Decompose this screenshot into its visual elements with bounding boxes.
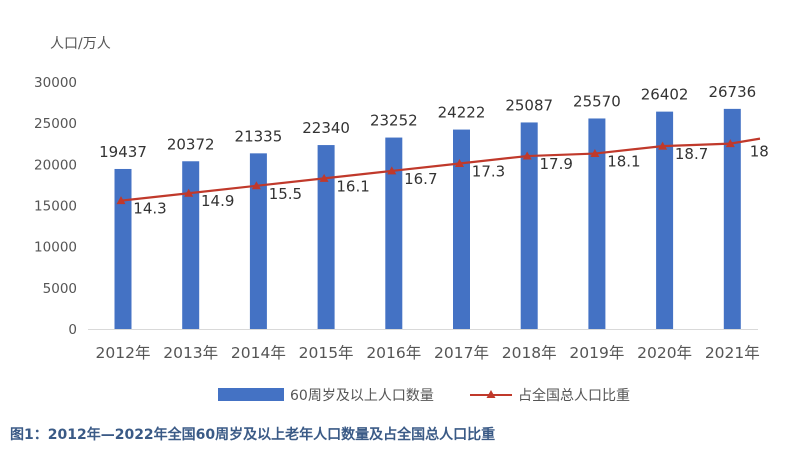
x-tick-label: 2013年 (163, 344, 218, 362)
legend-label-bar: 60周岁及以上人口数量 (290, 388, 434, 404)
bar-value-label: 22340 (302, 119, 350, 137)
bar-value-label: 23252 (370, 112, 418, 130)
ratio-marker (590, 149, 600, 158)
bar-value-label: 25087 (505, 96, 553, 114)
y-axis: 人口/万人 0 5000 10000 15000 20000 25000 30000 (34, 36, 111, 338)
y-tick-label: 20000 (34, 157, 77, 173)
x-tick-label: 2016年 (366, 344, 421, 362)
ratio-value-label: 18 (750, 143, 769, 161)
figure-caption: 图1：2012年—2022年全国60周岁及以上老年人口数量及占全国总人口比重 (10, 427, 496, 443)
bar-value-label: 24222 (438, 104, 486, 122)
legend: 60周岁及以上人口数量 占全国总人口比重 (218, 387, 630, 404)
bar (114, 168, 132, 329)
y-tick-label: 15000 (34, 199, 77, 215)
bar-value-label: 19437 (99, 143, 147, 161)
bar (317, 145, 335, 329)
ratio-value-label: 18.1 (607, 153, 640, 171)
bar (588, 118, 606, 329)
ratio-line-series: 14.3 14.9 15.5 16.1 16.7 17.3 17.9 18.1 18.7 18 (116, 137, 769, 218)
x-axis: 2012年 2013年 2014年 2015年 2016年 2017年 2018年 2019年… (88, 329, 760, 362)
ratio-marker (522, 151, 532, 160)
y-tick-label: 5000 (43, 281, 77, 297)
chart-svg: 人口/万人 0 5000 10000 15000 20000 25000 30000 1943… (34, 36, 769, 404)
ratio-value-label: 16.1 (336, 177, 369, 195)
bar (656, 111, 674, 329)
ratio-value-label: 17.3 (472, 162, 505, 180)
ratio-marker (455, 158, 464, 167)
bar (520, 122, 538, 329)
bar (182, 161, 200, 329)
ratio-value-label: 16.7 (404, 170, 437, 188)
ratio-marker (319, 173, 329, 182)
x-tick-label: 2019年 (569, 344, 624, 362)
ratio-marker (184, 188, 194, 197)
bar (723, 108, 741, 329)
ratio-value-label: 15.5 (269, 185, 302, 203)
bar (453, 129, 470, 329)
y-tick-label: 0 (68, 322, 77, 338)
ratio-marker (251, 181, 261, 190)
ratio-marker (725, 139, 735, 148)
ratio-value-label: 17.9 (539, 155, 572, 173)
x-tick-label: 2021年 (705, 344, 760, 362)
y-tick-label: 30000 (34, 75, 77, 91)
legend-swatch-marker (486, 390, 496, 398)
bar-series: 19437 20372 21335 22340 23252 24222 25087 25570… (99, 83, 756, 329)
bar-value-label: 26402 (641, 86, 689, 104)
bar-value-label: 25570 (573, 92, 621, 110)
bar-value-label: 20372 (167, 135, 215, 153)
ratio-value-label: 14.3 (133, 200, 166, 218)
x-tick-label: 2018年 (502, 344, 557, 362)
ratio-marker (387, 166, 397, 175)
y-tick-label: 10000 (34, 240, 77, 256)
bar-value-label: 26736 (708, 83, 756, 101)
bar (249, 153, 267, 329)
ratio-value-label: 18.7 (675, 145, 708, 163)
ratio-marker (658, 141, 668, 150)
x-tick-label: 2017年 (434, 344, 489, 362)
ratio-value-label: 14.9 (201, 192, 234, 210)
y-tick-label: 25000 (34, 116, 77, 132)
x-tick-label: 2012年 (96, 344, 151, 362)
bar (385, 137, 403, 329)
x-tick-label: 2014年 (231, 344, 286, 362)
legend-swatch-bar (218, 388, 284, 401)
bar-value-label: 21335 (235, 127, 283, 145)
legend-label-line: 占全国总人口比重 (518, 387, 630, 404)
x-tick-label: 2015年 (299, 344, 354, 362)
ratio-marker (116, 196, 126, 205)
x-tick-label: 2020年 (637, 344, 692, 362)
y-axis-title: 人口/万人 (50, 36, 111, 52)
